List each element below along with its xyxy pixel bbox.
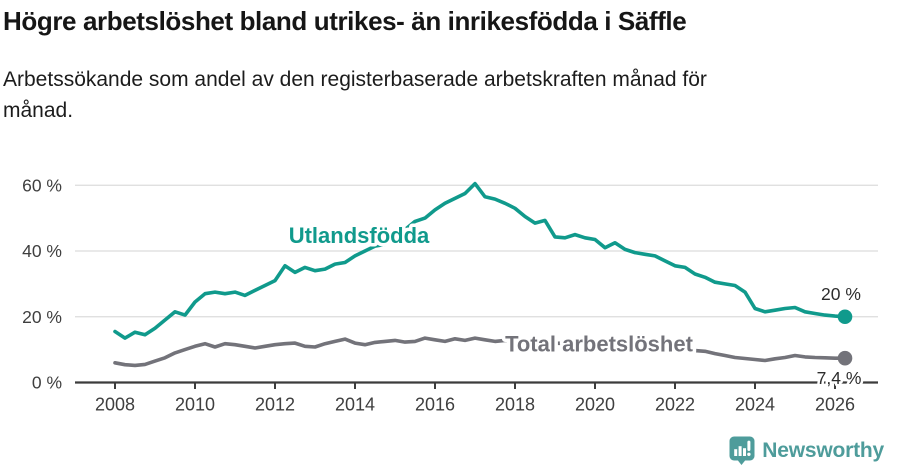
series-end-dot: [837, 309, 853, 325]
newsworthy-logo-text: Newsworthy: [762, 438, 884, 462]
x-tick-label: 2016: [415, 395, 455, 415]
series-line-utlandsfodda: [113, 181, 847, 340]
y-tick-label: 40 %: [22, 241, 62, 261]
x-tick-label: 2012: [255, 395, 295, 415]
x-tick-label: 2020: [575, 395, 615, 415]
series-line-total: [113, 336, 847, 368]
series-label: Total arbetslöshet: [505, 331, 694, 356]
newsworthy-logo: Newsworthy: [729, 436, 884, 465]
x-tick-label: 2022: [655, 395, 695, 415]
y-tick-label: 20 %: [22, 307, 62, 327]
x-tick-label: 2008: [95, 395, 135, 415]
series-label: Utlandsfödda: [289, 223, 430, 248]
end-value-label-total: 7,4 %: [817, 368, 862, 388]
y-tick-label: 60 %: [22, 175, 62, 195]
x-tick-label: 2018: [495, 395, 535, 415]
end-value-label-utlandsfodda: 20 %: [821, 284, 861, 304]
chart-subtitle-line-1: Arbetssökande som andel av den registerb…: [3, 68, 707, 91]
chart-subtitle: Arbetssökande som andel av den registerb…: [3, 64, 863, 126]
series-end-dot: [837, 350, 853, 366]
chart-title: Högre arbetslöshet bland utrikes- än inr…: [3, 6, 687, 36]
x-tick-label: 2010: [175, 395, 215, 415]
x-tick-label: 2024: [735, 395, 775, 415]
y-tick-label: 0 %: [32, 373, 62, 393]
chart-subtitle-line-2: månad.: [3, 99, 74, 122]
newsworthy-logo-icon: [729, 436, 755, 465]
x-tick-label: 2014: [335, 395, 375, 415]
x-tick-label: 2026: [815, 395, 855, 415]
